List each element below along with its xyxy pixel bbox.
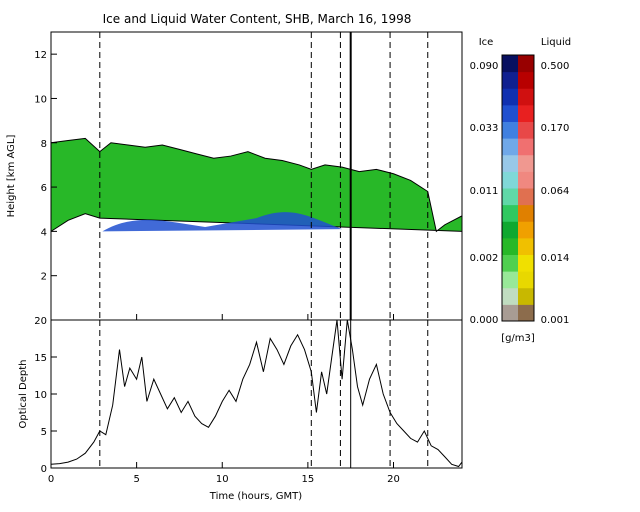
heatmap-layer (50, 137, 463, 233)
ice-colorbar-swatch (502, 188, 518, 206)
ice-colorbar-tick-label: 0.002 (470, 253, 499, 264)
ice-colorbar-tick-label: 0.033 (470, 123, 499, 134)
ice-colorbar-swatch (502, 304, 518, 322)
ice-colorbar-swatch (502, 204, 518, 222)
height-axis-ticks: 2 4 6 8 10 12 (34, 50, 57, 283)
time-tick-label: 0 (48, 474, 54, 485)
ice-colorbar-tick-label: 0.000 (470, 315, 499, 326)
liquid-colorbar-swatch (518, 121, 534, 139)
liquid-colorbar-swatch (518, 55, 534, 73)
ice-colorbar-label: Ice (479, 37, 494, 48)
height-tick-label: 2 (41, 272, 47, 283)
ice-colorbar-swatch (502, 287, 518, 305)
height-tick-label: 10 (34, 94, 47, 105)
liquid-colorbar-swatch (518, 254, 534, 272)
liquid-colorbar-tick-label: 0.064 (541, 186, 570, 197)
top-panel: 2 4 6 8 10 12 Height [km AGL] (6, 31, 463, 321)
colorbar-frame (501, 54, 535, 322)
liquid-colorbar (518, 55, 534, 322)
height-axis-label: Height [km AGL] (6, 135, 17, 218)
time-axis-ticks: 0 5 10 15 20 (48, 314, 400, 485)
height-tick-label: 6 (41, 183, 47, 194)
liquid-colorbar-swatch (518, 204, 534, 222)
ice-colorbar-swatch (502, 254, 518, 272)
cloud-region (50, 137, 463, 233)
ice-colorbar-swatch (502, 55, 518, 73)
liquid-colorbar-swatch (518, 71, 534, 89)
optical-depth-axis-ticks: 0 5 10 15 20 (34, 316, 57, 475)
colorbars: Ice Liquid 0.000 0.002 0.011 0.033 0.090 0.0… (470, 37, 571, 344)
ice-colorbar-swatch (502, 271, 518, 289)
liquid-colorbar-swatch (518, 88, 534, 106)
liquid-colorbar-swatch (518, 271, 534, 289)
ice-colorbar-swatch (502, 104, 518, 122)
ice-colorbar-swatch (502, 121, 518, 139)
chart-title: Ice and Liquid Water Content, SHB, March… (103, 12, 412, 26)
ice-colorbar-swatch (502, 154, 518, 172)
ice-colorbar-swatch (502, 71, 518, 89)
optical-depth-axis-label: Optical Depth (18, 360, 29, 429)
liquid-colorbar-swatch (518, 237, 534, 255)
liquid-colorbar-tick-label: 0.170 (541, 123, 570, 134)
optical-depth-tick-label: 15 (34, 353, 47, 364)
height-tick-label: 8 (41, 139, 47, 150)
liquid-colorbar-label: Liquid (541, 37, 571, 48)
optical-depth-tick-label: 0 (41, 464, 47, 475)
top-time-markers (99, 32, 429, 320)
time-tick-label: 15 (302, 474, 315, 485)
optical-depth-tick-label: 20 (34, 316, 47, 327)
bottom-panel: 0 5 10 15 20 0 5 10 15 20 Optical Depth Time (ho… (18, 314, 463, 502)
time-tick-label: 10 (216, 474, 229, 485)
liquid-colorbar-swatch (518, 304, 534, 322)
liquid-colorbar-tick-label: 0.001 (541, 315, 570, 326)
time-tick-label: 5 (133, 474, 139, 485)
ice-colorbar-swatch (502, 221, 518, 239)
liquid-colorbar-swatch (518, 171, 534, 189)
colorbar-units: [g/m3] (501, 333, 535, 344)
liquid-colorbar-swatch (518, 188, 534, 206)
liquid-colorbar-swatch (518, 221, 534, 239)
ice-colorbar-swatch (502, 237, 518, 255)
ice-colorbar-tick-label: 0.090 (470, 61, 499, 72)
height-tick-label: 12 (34, 50, 47, 61)
liquid-colorbar-swatch (518, 138, 534, 156)
liquid-colorbar-swatch (518, 154, 534, 172)
ice-colorbar-ticks: 0.000 0.002 0.011 0.033 0.090 (470, 61, 499, 326)
ice-colorbar-tick-label: 0.011 (470, 186, 499, 197)
time-tick-label: 20 (387, 474, 400, 485)
ice-colorbar (502, 55, 518, 322)
optical-depth-tick-label: 5 (41, 427, 47, 438)
liquid-colorbar-tick-label: 0.500 (541, 61, 570, 72)
liquid-colorbar-tick-label: 0.014 (541, 253, 570, 264)
bottom-time-markers (99, 320, 429, 468)
height-tick-label: 4 (41, 227, 47, 238)
time-axis-label: Time (hours, GMT) (209, 491, 303, 502)
liquid-colorbar-swatch (518, 287, 534, 305)
ice-colorbar-swatch (502, 171, 518, 189)
ice-colorbar-swatch (502, 138, 518, 156)
optical-depth-line (50, 319, 463, 468)
cloud-base-band (102, 212, 343, 232)
optical-depth-tick-label: 10 (34, 390, 47, 401)
liquid-colorbar-swatch (518, 104, 534, 122)
ice-colorbar-swatch (502, 88, 518, 106)
liquid-colorbar-ticks: 0.001 0.014 0.064 0.170 0.500 (541, 61, 570, 326)
